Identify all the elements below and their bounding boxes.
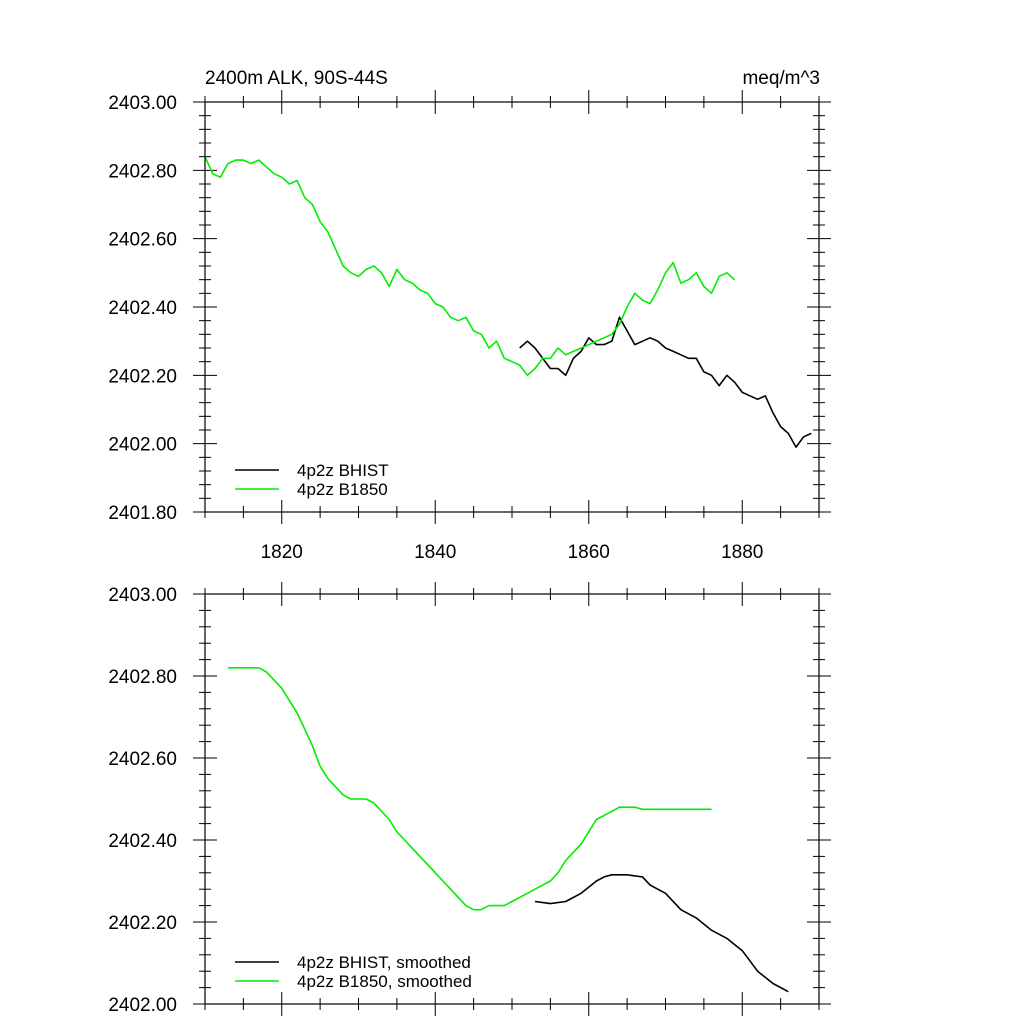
top-axis-labels: 2401.80 2402.00 2402.20 2402.40 2402.60 2402.…: [108, 93, 763, 563]
bottom-panel: 2402.00 2402.20 2402.40 2402.60 2402.80 2403.…: [108, 582, 831, 1016]
top-title-left: 2400m ALK, 90S-44S: [205, 68, 388, 89]
x-tick-label: 1840: [414, 542, 456, 563]
legend-label: 4p2z BHIST, smoothed: [297, 953, 471, 972]
series-line-0: [519, 316, 812, 448]
legend-label: 4p2z B1850, smoothed: [297, 972, 472, 991]
y-tick-label: 2402.80: [108, 161, 177, 182]
y-tick-label: 2402.40: [108, 831, 177, 852]
x-tick-label: 1820: [261, 542, 303, 563]
y-tick-label: 2402.60: [108, 749, 177, 770]
y-tick-label: 2402.40: [108, 298, 177, 319]
y-tick-label: 2402.80: [108, 667, 177, 688]
legend-label: 4p2z B1850: [297, 480, 388, 499]
top-title-right: meq/m^3: [742, 68, 820, 89]
bottom-axis-labels: 2402.00 2402.20 2402.40 2402.60 2402.80 2403.…: [108, 585, 177, 1016]
top-plot-lines: [204, 156, 812, 448]
y-tick-label: 2402.60: [108, 230, 177, 251]
series-line-0: [534, 873, 789, 993]
y-tick-label: 2402.20: [108, 366, 177, 387]
top-panel: 2400m ALK, 90S-44S meq/m^3 2401.80 2402.0…: [108, 68, 831, 563]
y-tick-label: 2402.00: [108, 435, 177, 456]
series-line-1: [204, 156, 736, 377]
x-tick-label: 1860: [568, 542, 610, 563]
top-plot-frame: [204, 101, 820, 513]
y-tick-label: 2402.00: [108, 995, 177, 1016]
series-line-1: [228, 666, 712, 911]
y-tick-label: 2403.00: [108, 585, 177, 606]
bottom-plot-lines: [228, 666, 789, 993]
y-tick-label: 2403.00: [108, 93, 177, 114]
y-tick-label: 2402.20: [108, 913, 177, 934]
bottom-plot-frame: [204, 593, 820, 1005]
y-tick-label: 2401.80: [108, 503, 177, 524]
x-tick-label: 1880: [721, 542, 763, 563]
legend-label: 4p2z BHIST: [297, 461, 389, 480]
